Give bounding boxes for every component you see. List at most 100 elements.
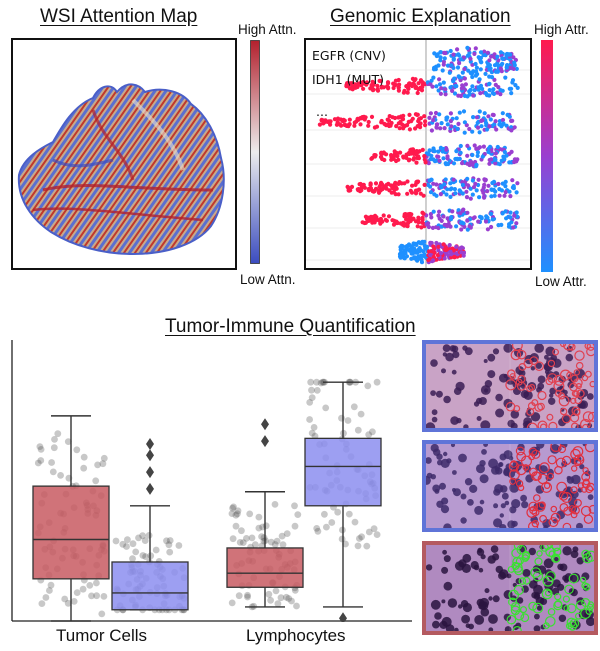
swarm-point — [438, 58, 443, 63]
jitter-point — [255, 524, 263, 532]
swarm-point — [405, 123, 410, 128]
cell-outline — [563, 605, 570, 612]
swarm-point — [479, 118, 484, 123]
cell-nucleus — [458, 559, 467, 568]
swarm-point — [470, 178, 475, 183]
swarm-point — [416, 154, 421, 159]
swarm-point — [488, 144, 493, 149]
swarm-point — [512, 63, 517, 68]
cell-nucleus — [458, 453, 467, 463]
swarm-point — [507, 160, 512, 165]
cell-nucleus — [479, 499, 485, 505]
swarm-point — [480, 188, 485, 193]
outlier-marker — [261, 418, 269, 431]
jitter-point — [363, 542, 371, 550]
jitter-point — [142, 553, 150, 560]
swarm-point — [426, 161, 431, 166]
swarm-point — [449, 255, 454, 260]
swarm-point — [415, 188, 420, 193]
swarm-point — [462, 76, 467, 81]
jitter-point — [321, 510, 328, 518]
cell-nucleus — [533, 625, 541, 632]
jitter-point — [235, 592, 243, 600]
cell-nucleus — [487, 370, 496, 379]
cell-nucleus — [484, 588, 490, 594]
cell-outline — [573, 454, 585, 465]
cell-nucleus — [439, 620, 448, 629]
genomic-colorbar — [541, 40, 553, 272]
swarm-point — [514, 221, 519, 226]
swarm-point — [454, 224, 459, 229]
jitter-point — [236, 539, 244, 546]
jitter-point — [369, 428, 376, 436]
cell-nucleus — [445, 624, 455, 633]
cell-outline — [531, 519, 540, 528]
swarm-point — [470, 152, 475, 158]
cell-nucleus — [558, 614, 567, 622]
swarm-point — [451, 161, 457, 166]
cell-nucleus — [456, 417, 462, 424]
swarm-point — [484, 214, 489, 219]
swarm-point — [394, 219, 399, 224]
swarm-point — [492, 77, 497, 82]
box-iqr — [32, 485, 110, 580]
jitter-point — [319, 378, 327, 386]
swarm-point — [504, 153, 509, 158]
cell-nucleus — [442, 344, 451, 352]
swarm-point — [500, 61, 505, 66]
jitter-point — [279, 541, 287, 548]
jitter-point — [291, 502, 298, 510]
cell-nucleus — [520, 494, 527, 502]
cell-nucleus — [511, 499, 521, 509]
swarm-point — [428, 256, 433, 261]
swarm-point — [422, 254, 427, 259]
cell-nucleus — [495, 393, 503, 402]
cell-nucleus — [553, 557, 559, 562]
swarm-point — [438, 145, 443, 150]
cell-outline — [575, 382, 582, 390]
swarm-point — [407, 127, 412, 132]
swarm-point — [413, 126, 418, 131]
cell-outline — [541, 588, 553, 600]
cell-outline — [540, 481, 552, 493]
swarm-point — [476, 177, 481, 182]
cell-nucleus — [488, 614, 498, 624]
cell-outline — [565, 622, 573, 630]
swarm-point — [473, 46, 478, 51]
swarm-point — [434, 122, 439, 127]
wsi-colorbar — [250, 40, 260, 264]
cell-outline — [509, 460, 518, 468]
swarm-point — [430, 84, 435, 89]
cell-outline — [530, 567, 542, 578]
cell-nucleus — [480, 420, 491, 431]
cell-nucleus — [587, 494, 594, 500]
cell-outline — [538, 501, 546, 509]
swarm-point — [364, 81, 369, 86]
jitter-point — [42, 594, 50, 601]
histology-tile-1 — [422, 339, 598, 434]
swarm-point — [460, 191, 465, 196]
jitter-point — [338, 414, 345, 422]
jitter-point — [308, 429, 316, 437]
swarm-point — [498, 92, 503, 97]
swarm-point — [437, 77, 442, 82]
cell-nucleus — [460, 517, 467, 524]
swarm-point — [430, 225, 435, 230]
swarm-point — [402, 88, 407, 93]
cell-outline — [513, 405, 521, 412]
swarm-point — [443, 87, 448, 92]
swarm-point — [465, 227, 470, 232]
cell-nucleus — [510, 422, 518, 430]
jitter-point — [124, 536, 131, 544]
jitter-point — [293, 602, 300, 610]
swarm-point — [473, 181, 478, 186]
swarm-point — [497, 193, 502, 198]
cell-outline — [573, 498, 582, 507]
jitter-point — [228, 510, 236, 517]
swarm-point — [465, 176, 470, 181]
swarm-point — [477, 77, 482, 82]
cell-nucleus — [516, 597, 524, 604]
swarm-point — [504, 216, 509, 221]
swarm-point — [504, 53, 509, 59]
cell-outline — [529, 505, 538, 515]
